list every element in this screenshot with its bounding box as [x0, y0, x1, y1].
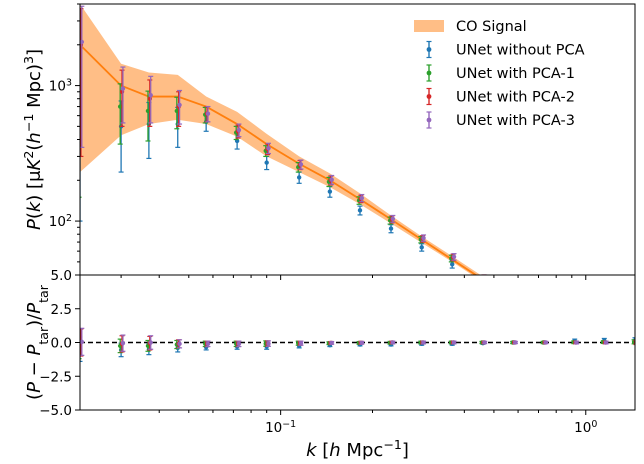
bottom-panel: −5.0 −2.5 0.0 2.5 5.0 10−1 100 k [h Mpc−1] (P − …: [24, 268, 636, 462]
bottom-unet-pca-3-point: [80, 339, 85, 345]
bottom-unet-pca-1-series: [80, 333, 635, 360]
bottom-ytick-label: −5.0: [39, 403, 72, 419]
top-unet-pca-2-point: [543, 312, 547, 316]
legend-unet-pca-2-label: UNet with PCA-2: [456, 90, 575, 106]
bottom-unet-pca-3-point: [482, 340, 487, 345]
top-unet-pca-3-point: [482, 276, 486, 280]
legend-unet-no-pca-marker: [426, 47, 432, 52]
legend-co-signal-swatch: [414, 20, 444, 32]
bottom-unet-pca-3-point: [148, 340, 153, 345]
top-unet-pca-1-point: [145, 108, 151, 114]
top-unet-no-pca-point: [388, 226, 394, 231]
bottom-unet-pca-3-point: [359, 340, 365, 345]
bottom-unet-pca-3-point: [298, 340, 304, 346]
top-unet-no-pca-point: [264, 160, 269, 165]
top-unet-pca-1-point: [541, 313, 545, 317]
top-unet-pca-3-point: [177, 102, 182, 108]
bottom-unet-pca-3-point: [266, 341, 271, 346]
top-unet-pca-1-point: [601, 345, 605, 349]
bottom-unet-pca-3-point: [236, 341, 242, 347]
top-unet-pca-3-point: [451, 254, 457, 259]
top-unet-pca-3-point: [604, 346, 608, 350]
bottom-unet-pca-3-point: [205, 341, 211, 347]
top-unet-pca-3-point: [513, 295, 517, 299]
top-unet-pca-1-point: [632, 352, 636, 356]
bottom-unet-no-pca-series: [80, 336, 635, 362]
top-unet-pca-1-point: [480, 277, 484, 281]
bottom-unet-pca-3-point: [603, 340, 609, 345]
top-unet-no-pca-point: [419, 245, 424, 250]
top-ytick-label: 103: [49, 77, 72, 95]
top-unet-pca-3-point: [329, 177, 334, 182]
top-unet-no-pca-point: [296, 175, 302, 180]
top-unet-pca-1-point: [510, 295, 514, 299]
top-plot-area: [80, 4, 638, 361]
legend-co-signal-label: CO Signal: [456, 19, 527, 35]
legend-unet-no-pca-label: UNet without PCA: [456, 43, 585, 59]
legend-unet-pca-1-marker: [426, 70, 432, 76]
top-unet-pca-1-point: [572, 329, 576, 333]
bottom-unet-pca-3-point: [390, 340, 396, 345]
top-unet-pca-3-point: [266, 146, 271, 151]
top-unet-no-pca-point: [573, 325, 577, 329]
top-unet-pca-3-series: [80, 5, 608, 350]
bottom-ytick-label: 5.0: [51, 268, 72, 284]
top-unet-pca-3-point: [390, 216, 396, 221]
top-unet-no-pca-point: [357, 208, 363, 213]
bottom-ytick-label: −2.5: [39, 369, 72, 385]
top-unet-no-pca-point: [327, 189, 333, 194]
top-unet-pca-3-point: [574, 329, 578, 333]
top-unet-pca-1-point: [174, 108, 180, 114]
bottom-xtick-label: 10−1: [265, 419, 296, 437]
top-unet-pca-1-point: [117, 104, 123, 109]
bottom-unet-pca-3-point: [574, 340, 579, 345]
top-ylabel: P(k) [μK2(h−1 Mpc)3]: [21, 49, 46, 230]
top-unet-no-pca-point: [450, 262, 455, 267]
bottom-unet-pca-3-point: [451, 340, 457, 345]
bottom-xtick-label: 100: [574, 419, 597, 437]
bottom-xlabel: k [h Mpc−1]: [306, 437, 409, 462]
bottom-unet-pca-3-point: [543, 340, 549, 345]
bottom-unet-pca-3-point: [329, 340, 334, 346]
bottom-ytick-label: 0.0: [51, 336, 72, 352]
top-unet-pca-2-point: [634, 357, 638, 361]
top-unet-pca-2-point: [573, 330, 577, 334]
top-unet-pca-3-point: [148, 92, 153, 98]
legend: CO Signal UNet without PCA UNet with PCA-1…: [414, 19, 585, 129]
legend-unet-pca-3-label: UNet with PCA-3: [456, 113, 575, 129]
bottom-unet-pca-3-point: [120, 340, 126, 346]
bottom-unet-pca-3-point: [177, 341, 182, 347]
bottom-unet-pca-3-point: [421, 340, 426, 345]
top-ytick-label: 102: [49, 213, 72, 231]
top-unet-pca-2-point: [482, 276, 486, 280]
top-unet-pca-3-point: [359, 195, 365, 201]
bottom-unet-pca-3-series: [80, 327, 635, 356]
legend-unet-pca-1-label: UNet with PCA-1: [456, 66, 575, 82]
top-unet-no-pca-point: [542, 312, 546, 316]
bottom-ylabel: (P − Ptar)/Ptar: [24, 284, 51, 400]
bottom-ytick-label: 2.5: [51, 302, 72, 318]
top-unet-pca-3-point: [544, 311, 548, 315]
top-unet-pca-3-point: [421, 235, 426, 241]
top-unet-pca-3-point: [120, 86, 126, 91]
top-unet-pca-2-point: [512, 295, 516, 299]
legend-unet-pca-2-marker: [426, 94, 432, 99]
top-unet-pca-3-point: [205, 111, 211, 116]
bottom-plot-area: [80, 327, 635, 362]
top-unet-no-pca-point: [511, 297, 515, 301]
legend-unet-pca-3-marker: [426, 117, 432, 123]
top-unet-pca-2-series: [80, 7, 638, 361]
top-unet-pca-3-point: [80, 39, 85, 45]
bottom-unet-pca-3-point: [513, 340, 518, 345]
top-unet-pca-2-point: [603, 346, 607, 350]
top-unet-pca-3-point: [236, 127, 242, 133]
top-unet-pca-3-point: [298, 162, 304, 167]
top-unet-no-pca-point: [481, 281, 485, 285]
